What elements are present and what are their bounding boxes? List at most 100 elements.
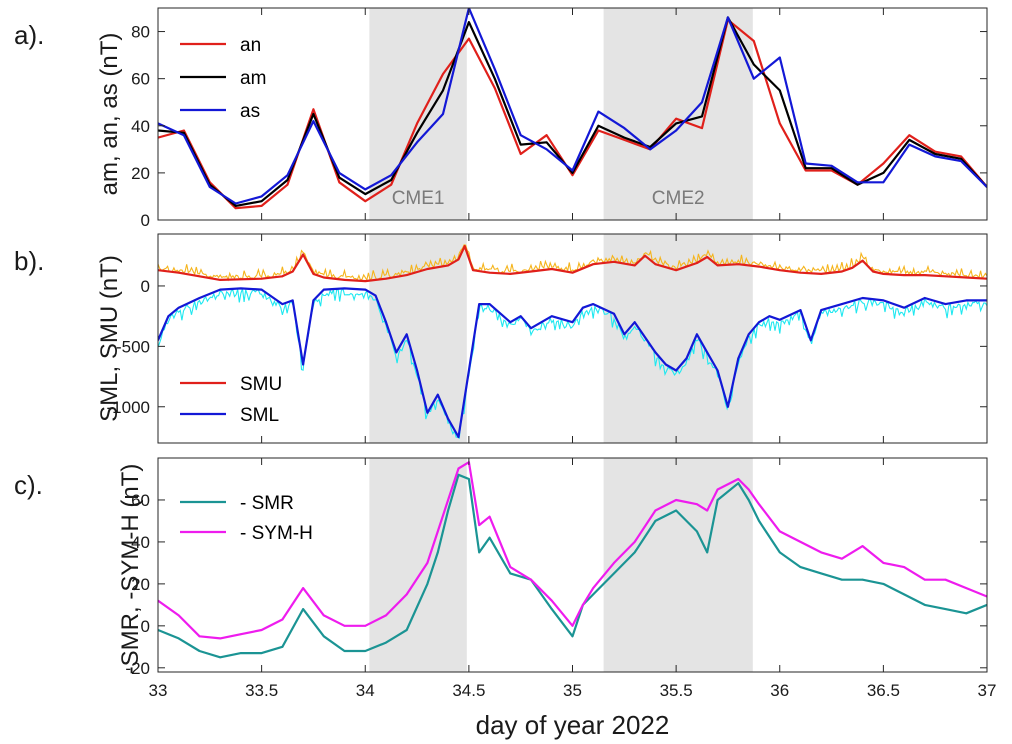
plot-area [158, 8, 987, 210]
series-smu-point [302, 253, 304, 256]
series-sym-h-point [747, 488, 750, 491]
series-sml-point [685, 357, 688, 360]
series-sym-h-point [965, 587, 968, 589]
y-tick-label: 0 [141, 277, 150, 296]
series-smr-point [571, 635, 574, 638]
series-sml-point [841, 303, 843, 305]
series-sym-h-point [841, 557, 843, 560]
series-smu-point [882, 273, 885, 275]
series-as-point [960, 160, 962, 163]
series-sml-point [177, 306, 180, 309]
series-am-point [701, 115, 703, 118]
series-smr-point [613, 572, 615, 575]
series-sym-h-point [457, 467, 460, 470]
series-smu-point [633, 264, 636, 267]
series-sml-point [737, 357, 740, 360]
series-smu-point [463, 245, 466, 248]
series-sym-h-point [240, 633, 242, 636]
series-sym-h-point [613, 562, 615, 564]
panel-label: a). [14, 20, 44, 50]
series-sml-point [509, 321, 512, 324]
series-an-point [312, 108, 315, 111]
series-as-point [804, 162, 807, 165]
cme-shade-2 [603, 458, 753, 672]
series-smr-point [468, 478, 470, 480]
legend-label: SML [240, 405, 279, 426]
series-am-point [960, 157, 962, 160]
y-axis-label: SML, SMU (nT) [96, 255, 123, 422]
series-as-point [908, 143, 911, 146]
series-smu-point [592, 263, 595, 266]
series-smr-point [260, 652, 263, 654]
series-smr-point [343, 650, 346, 652]
series-sym-h-point [364, 624, 367, 627]
series-sym-h-line [158, 461, 987, 640]
series-smu-point [364, 280, 367, 282]
series-an-point [416, 122, 418, 125]
series-an-point [442, 73, 444, 75]
series-am-point [597, 124, 600, 127]
legend-label: am [240, 68, 266, 89]
series-sml-point [613, 312, 615, 315]
series-smr-point [509, 572, 512, 575]
y-tick-label: 20 [131, 164, 150, 183]
series-smu-point [447, 264, 449, 267]
series-smu-point [872, 270, 874, 273]
series-sym-h-point [861, 545, 864, 547]
series-am-point [778, 89, 781, 92]
series-sym-h-point [675, 499, 677, 501]
series-an-point [468, 37, 470, 40]
series-am-point [519, 143, 522, 146]
series-sym-h-point [592, 587, 595, 589]
series-sml-point [696, 333, 698, 336]
series-sml-point [706, 351, 709, 354]
x-tick-label: 36.5 [867, 681, 900, 700]
series-sml-point [623, 333, 626, 336]
legend-label: an [240, 35, 261, 56]
series-smu-point [696, 262, 698, 264]
series-sml-point [374, 294, 377, 297]
series-smu-raw [158, 244, 987, 282]
y-tick-label: -20 [125, 659, 150, 678]
series-smu-point [550, 268, 553, 270]
series-sml-point [302, 363, 304, 366]
series-smu-point [198, 275, 201, 278]
series-smu-point [758, 265, 760, 268]
panel-c: -20 0 20 40 60 33 33.5 34 34.5 35 35.5 36 36.5 37 -SMR… [14, 457, 996, 740]
series-sml-raw [158, 287, 987, 440]
series-smr-point [177, 637, 180, 640]
series-sym-h-point [654, 509, 657, 512]
panel-label: b). [14, 246, 44, 276]
cme-shade-1 [369, 234, 467, 443]
series-sym-h-point [385, 614, 387, 617]
series-smr-point [633, 551, 636, 554]
series-smr-point [841, 578, 843, 581]
series-sml-point [923, 297, 926, 299]
axes-box [157, 233, 988, 444]
series-sml-point [903, 306, 905, 309]
series-smr-point [240, 652, 242, 654]
series-smr-point [550, 608, 553, 610]
series-as-point [208, 186, 211, 188]
x-tick-label: 35 [563, 681, 582, 700]
series-an-point [519, 153, 522, 155]
series-sml-point [809, 339, 812, 342]
series-sml-point [965, 299, 968, 302]
series-smr-point [799, 566, 802, 568]
series-sml-point [519, 315, 522, 318]
series-smr-point [302, 608, 304, 610]
series-as-point [364, 188, 367, 191]
panel-b: -1000 -500 0 SML, SMU (nT) b). SMU SML [14, 233, 988, 444]
series-smr-point [457, 473, 460, 476]
series-am-point [908, 139, 911, 141]
series-sml-point [820, 309, 823, 311]
series-smr-point [882, 583, 885, 585]
series-as-point [260, 195, 263, 198]
series-smu-point [322, 276, 325, 279]
x-tick-label: 35.5 [660, 681, 693, 700]
series-as-point [856, 181, 859, 184]
series-smr-point [198, 650, 201, 652]
series-smu-point [851, 266, 854, 269]
series-as-point [778, 56, 781, 59]
series-smu-point [737, 263, 740, 266]
